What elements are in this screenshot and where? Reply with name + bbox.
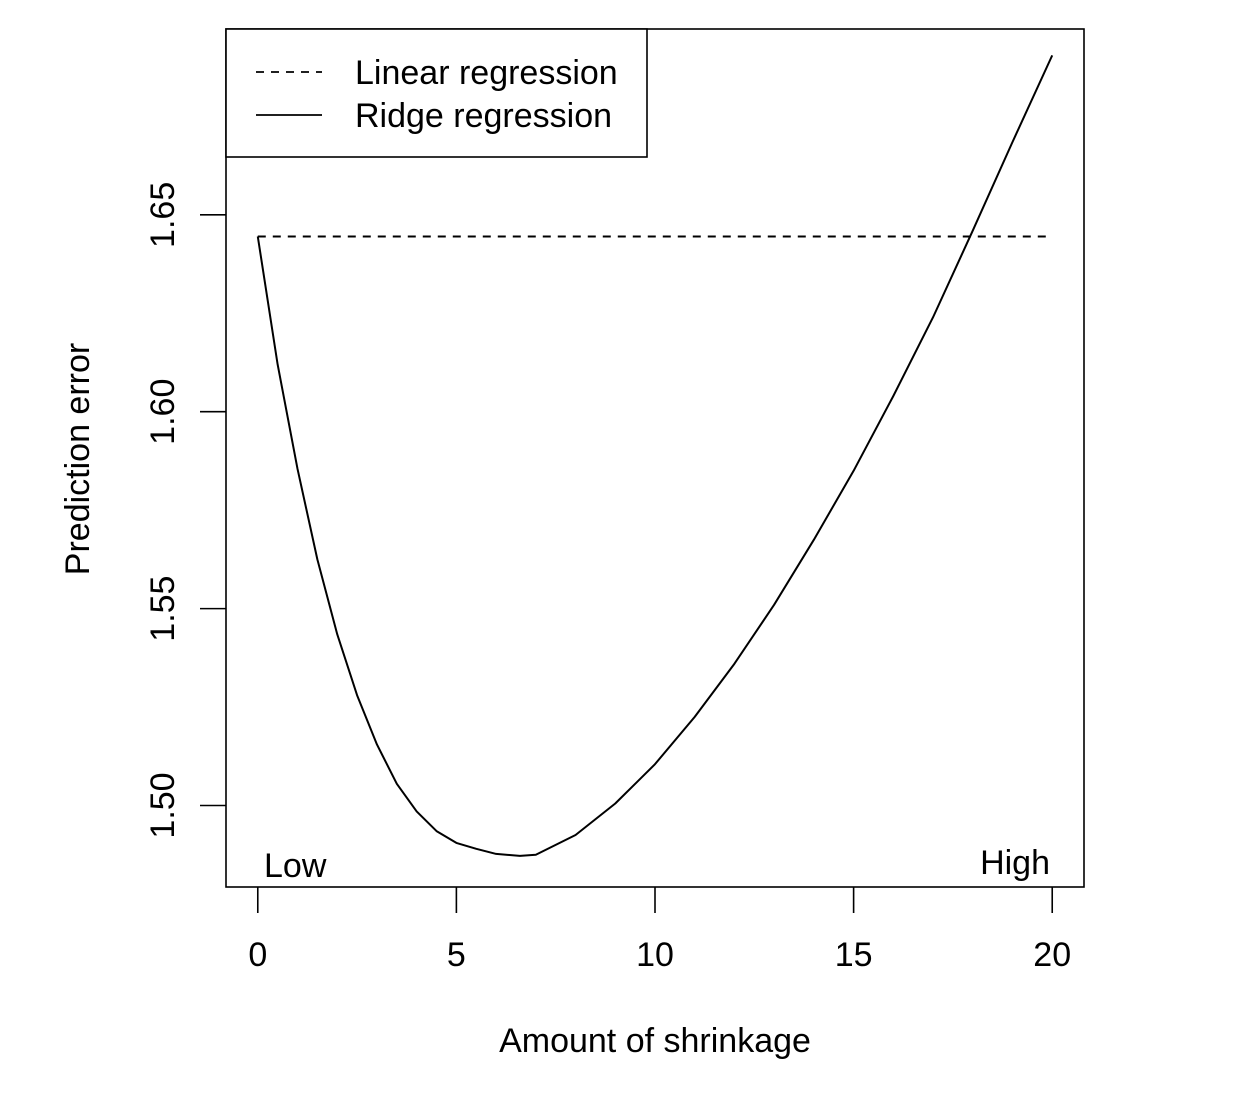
y-axis-label: Prediction error (59, 343, 97, 575)
plot-layer: 0 5 10 15 20 1.50 1.55 1.60 1.65 (144, 28, 1085, 974)
x-tick-label: 0 (248, 936, 267, 974)
y-tick-label: 1.55 (144, 576, 182, 642)
legend: Linear regression Ridge regression (225, 28, 648, 158)
x-tick-label: 10 (636, 936, 674, 974)
low-annotation: Low (264, 847, 327, 885)
x-tick-label: 20 (1033, 936, 1071, 974)
y-tick-label: 1.60 (144, 379, 182, 445)
x-tick-label: 5 (447, 936, 466, 974)
x-tick-label: 15 (835, 936, 873, 974)
high-annotation: High (980, 844, 1050, 882)
legend-box (225, 28, 648, 158)
y-tick-label: 1.50 (144, 772, 182, 838)
x-axis-label: Amount of shrinkage (499, 1022, 811, 1060)
legend-label-ridge-regression: Ridge regression (355, 97, 612, 135)
series-line-ridge-regression (256, 54, 1054, 857)
legend-label-linear-regression: Linear regression (355, 54, 618, 92)
y-tick-label: 1.65 (144, 182, 182, 248)
